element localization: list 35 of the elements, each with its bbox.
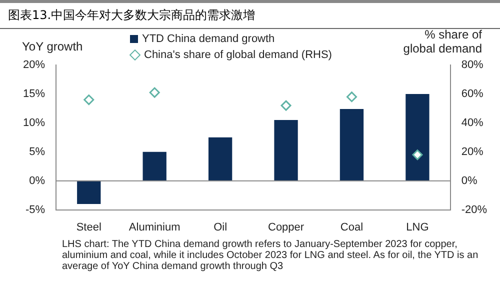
point [149,87,160,98]
y-tick-label: 10% [22,116,46,129]
y2-tick-label: 80% [461,59,484,72]
y2-tick-label: 20% [461,146,484,158]
y-tick-label: 15% [22,88,46,100]
legend-label: YTD China demand growth [142,32,275,47]
y2-axis-title: % share of global demand [403,27,483,56]
y-tick-label: 5% [29,146,46,158]
bar [208,137,232,181]
bar [340,109,364,181]
point [280,100,292,111]
x-tick-label: Steel [76,221,102,234]
y-tick-label: 20% [22,59,46,72]
bar [274,120,298,181]
bar [77,180,101,204]
point [346,92,357,102]
y2-tick-label: -20% [461,204,488,216]
bar [142,152,166,181]
chart-title: 图表13.中国今年对大多数大宗商品的需求激增 [0,0,500,29]
text: LHS chart: The YTD China demand growth refers to January-September 2023 for copper, aluminium and coal, while it includes October 2023 for LNG and steel. As for oil, the YTD is an average of YoY China demand growth through Q3 [61,238,480,272]
y2-tick-label: 0% [461,174,478,187]
point [412,150,423,160]
x-tick-label: Aluminium [128,221,180,234]
y-axis-title: YoY growth [22,39,83,54]
legend-label: China's share of global demand (RHS) [144,48,332,63]
y2-tick-label: 60% [461,88,484,100]
x-tick-label: LNG [406,221,429,234]
y-tick-label: 0% [29,174,46,187]
point [84,94,94,105]
y2-tick-label: 40% [461,116,484,129]
bar [406,94,430,181]
x-tick-label: Oil [214,221,228,234]
y-tick-label: -5% [25,204,46,216]
x-tick-label: Copper [268,221,304,234]
x-tick-label: Coal [340,221,364,234]
